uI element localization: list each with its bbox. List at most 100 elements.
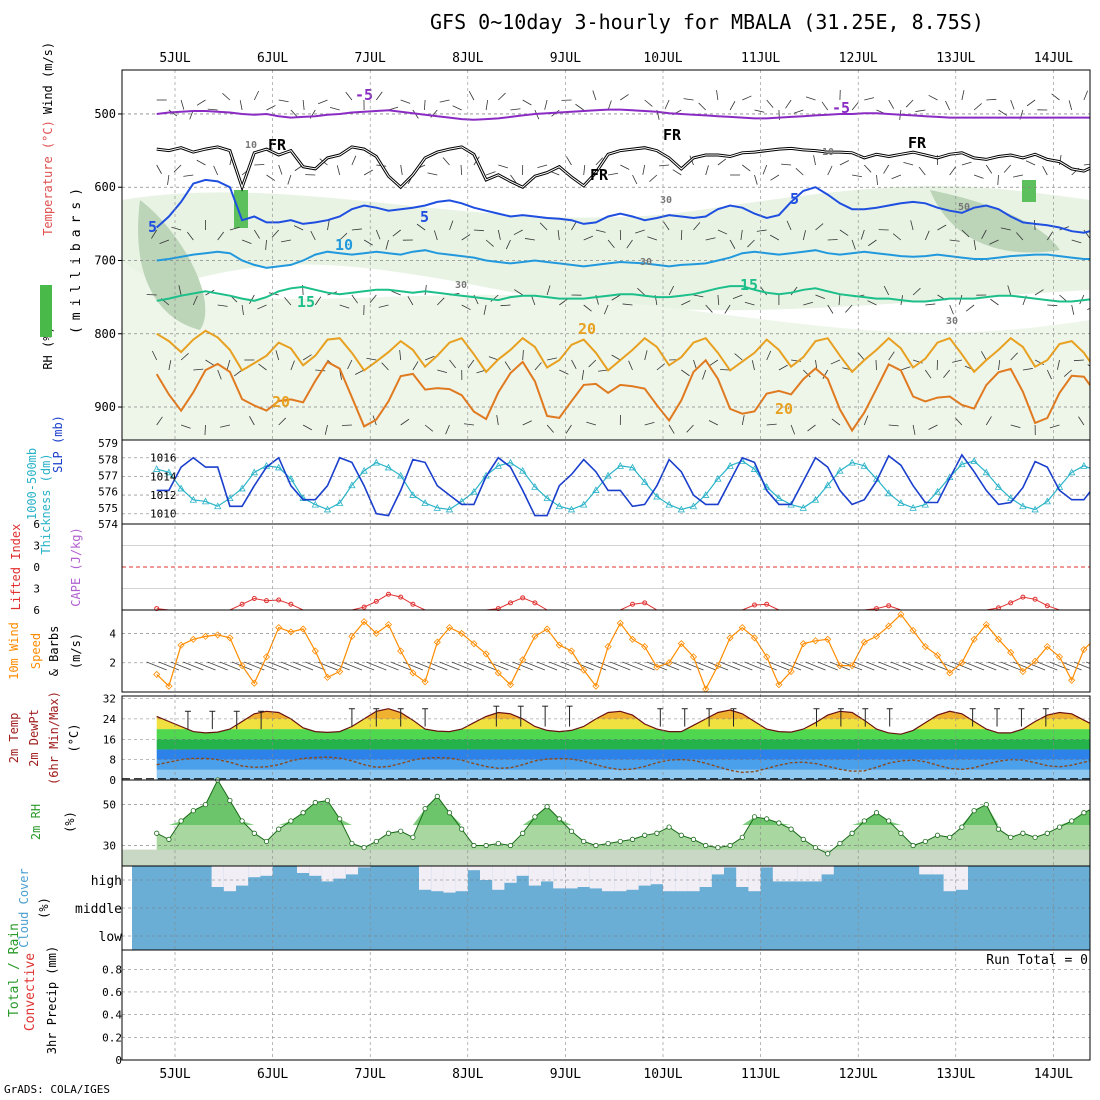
wind-label-3: & Barbs [47,626,61,677]
wind-barb [257,304,267,310]
wind-speed-point [1080,645,1088,654]
contour-label: 10 [822,147,834,158]
precip-y-tick: 0.6 [102,986,122,999]
wind-barb [918,166,926,176]
wind-barb-10m [744,661,765,671]
credit-label: GrADS: COLA/IGES [4,1083,110,1096]
wind-barb-10m [512,661,533,671]
rh-label-2: (%) [63,811,77,833]
rh-point [166,836,172,842]
wind-barb [1087,364,1090,367]
slp-y-tick: 1016 [150,452,177,465]
wind-barb [416,223,426,231]
wind-barb [363,169,373,176]
contour-label: 20 [272,393,290,411]
precip-label-3: 3hr Precip (mm) [45,946,59,1054]
wind-barb-10m [927,661,948,671]
wind-barb [366,357,377,361]
wind-barb-10m [414,661,436,671]
wind-barb [747,239,755,248]
wind-barb [1046,231,1054,241]
wind-barb-10m [378,661,399,671]
cloud-gap-high [931,866,944,875]
wind-barb [1087,307,1090,311]
wind-barb [439,99,450,103]
thickness-point [567,505,576,513]
rh-point [703,842,709,849]
wind-barb [399,350,402,361]
wind-speed-point [653,663,661,671]
wind-speed-point [543,625,551,633]
thickness-point [580,500,588,508]
rh-point [398,828,404,834]
wind-barb-10m [475,661,497,671]
wind-barb [905,99,914,108]
wind-barb [766,99,774,108]
wind-speed-point [397,647,405,655]
cloud-gap-high [516,866,529,876]
wind-barb [903,162,914,166]
cloud-gap-high [919,866,932,875]
rh-point [934,832,941,838]
cloud-gap-high [553,866,566,889]
wind-barb-10m [610,661,631,671]
wind-barb-10m [256,661,277,671]
wind-barb [860,229,865,240]
rh-point [654,830,660,836]
wind-barb [681,300,691,306]
wind-speed-point [458,629,466,637]
wind-barb-10m [805,661,826,671]
rh-band-high [234,190,248,228]
thickness-point [1007,494,1015,502]
wind-barb [460,164,463,176]
wind-barb [595,157,604,166]
wind-barb [1071,304,1075,315]
wind-barb [392,229,401,237]
run-total-label: Run Total = 0 [986,953,1088,968]
wind-speed-point [872,632,881,640]
wind-barb [314,296,322,306]
rh-point [666,824,672,830]
wind-barb [329,107,340,111]
wind-barb [888,351,895,361]
wind-barb [424,424,434,432]
cloud-label-1: Cloud Cover [17,868,31,947]
rh-point [483,842,489,849]
wind-barb [583,304,592,312]
millibars-label: (millibars) [69,182,84,334]
x-tick-bottom: 12JUL [839,1067,878,1082]
rh-point [910,842,916,849]
thickness-point [287,474,295,482]
contour-label: FR [908,134,927,152]
wind-barb [839,229,849,236]
wind-barb [468,90,475,101]
rh-point [727,842,733,849]
wind-barb-10m [597,661,619,671]
wind-barb [635,229,645,234]
rh-band-mid [930,190,1060,253]
wind-barb-10m [622,661,643,671]
cloud-gap-high [565,866,578,889]
wind-barb-10m [854,661,875,671]
wind-barb [180,353,189,361]
wind-barb [412,361,419,371]
cloud-gap-high [589,866,602,889]
wind-barb [827,165,833,176]
wind-barb [998,109,1008,116]
cape-label: CAPE (J/kg) [69,527,83,606]
rh-point [1032,834,1038,840]
wind-barb-10m [451,661,472,671]
wind-barb [595,229,606,233]
wind-y-tick: 4 [109,627,116,640]
wind-speed-point [482,650,490,658]
dewpoint-line [156,756,1090,774]
wind-barb [271,229,279,238]
thickness-point [384,463,393,471]
cloud-gap-high [358,866,371,868]
wind-barb [266,105,276,111]
wind-barb [716,90,719,101]
rh-point [959,824,965,830]
wind-speed-point [1019,667,1027,676]
wind-barb [756,229,767,232]
lifted-index-point [276,597,282,603]
